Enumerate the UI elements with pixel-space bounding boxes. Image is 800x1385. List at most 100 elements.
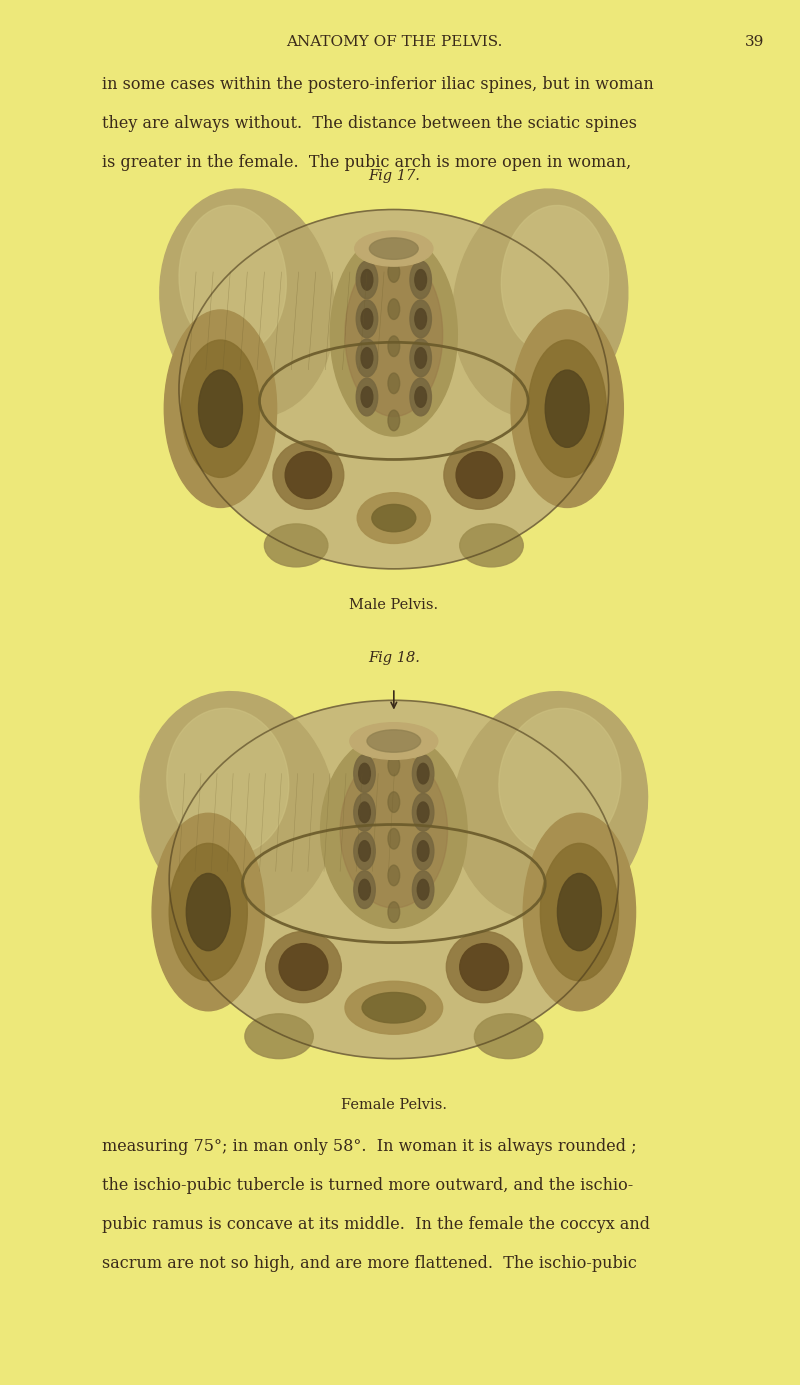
Ellipse shape [456,452,502,499]
Text: ANATOMY OF THE PELVIS.: ANATOMY OF THE PELVIS. [286,35,502,48]
Ellipse shape [370,238,418,259]
Ellipse shape [446,931,522,1003]
Text: Fig 18.: Fig 18. [368,651,420,665]
Ellipse shape [372,504,416,532]
Circle shape [358,763,370,784]
Text: Male Pelvis.: Male Pelvis. [350,598,438,612]
Ellipse shape [362,993,426,1024]
Circle shape [186,874,230,950]
Circle shape [356,339,378,377]
Ellipse shape [460,943,509,990]
Circle shape [361,386,373,407]
Circle shape [198,370,242,447]
Ellipse shape [166,708,289,855]
Ellipse shape [179,205,286,355]
Circle shape [546,370,589,447]
Text: 39: 39 [745,35,764,48]
Circle shape [356,260,378,299]
Circle shape [358,802,370,823]
Circle shape [415,348,426,368]
Circle shape [388,902,400,922]
Text: measuring 75°; in man only 58°.  In woman it is always rounded ;: measuring 75°; in man only 58°. In woman… [102,1138,637,1155]
Circle shape [523,813,635,1011]
Circle shape [410,301,431,338]
Ellipse shape [321,733,467,928]
Ellipse shape [285,452,331,499]
Circle shape [412,794,434,831]
Ellipse shape [140,691,335,921]
Ellipse shape [357,493,430,543]
Circle shape [418,802,429,823]
Text: pubic ramus is concave at its middle.  In the female the coccyx and: pubic ramus is concave at its middle. In… [102,1216,650,1233]
Circle shape [528,341,606,478]
Circle shape [388,337,400,356]
Circle shape [164,310,277,507]
Circle shape [412,832,434,870]
Ellipse shape [266,931,342,1003]
Text: Female Pelvis.: Female Pelvis. [341,1098,447,1112]
Circle shape [418,841,429,861]
Circle shape [361,270,373,289]
Circle shape [412,755,434,792]
Circle shape [354,755,375,792]
Circle shape [412,871,434,909]
Circle shape [361,348,373,368]
Ellipse shape [453,188,628,417]
Circle shape [388,792,400,813]
Circle shape [388,373,400,393]
Circle shape [540,843,618,981]
Ellipse shape [502,205,609,355]
Circle shape [388,866,400,886]
Ellipse shape [350,723,438,759]
Circle shape [169,843,247,981]
Ellipse shape [444,440,514,510]
Circle shape [354,794,375,831]
Ellipse shape [340,753,447,909]
Circle shape [410,378,431,416]
Ellipse shape [367,730,421,752]
Circle shape [415,270,426,289]
Ellipse shape [474,1014,542,1058]
Circle shape [418,763,429,784]
Text: is greater in the female.  The pubic arch is more open in woman,: is greater in the female. The pubic arch… [102,154,632,170]
Text: the ischio-pubic tubercle is turned more outward, and the ischio-: the ischio-pubic tubercle is turned more… [102,1177,634,1194]
Ellipse shape [460,524,523,566]
Circle shape [558,874,602,950]
Ellipse shape [160,188,335,417]
Circle shape [354,832,375,870]
Circle shape [361,309,373,330]
Circle shape [410,339,431,377]
Circle shape [511,310,623,507]
Ellipse shape [330,233,458,436]
Ellipse shape [354,231,433,266]
Circle shape [388,299,400,320]
Circle shape [356,378,378,416]
Circle shape [358,841,370,861]
Circle shape [415,386,426,407]
Ellipse shape [245,1014,314,1058]
Circle shape [418,879,429,900]
Ellipse shape [265,524,328,566]
Ellipse shape [279,943,328,990]
Text: in some cases within the postero-inferior iliac spines, but in woman: in some cases within the postero-inferio… [102,76,654,93]
Circle shape [410,260,431,299]
Circle shape [388,755,400,776]
Ellipse shape [345,981,442,1035]
Ellipse shape [169,701,618,1058]
Circle shape [388,262,400,283]
Ellipse shape [273,440,344,510]
Text: they are always without.  The distance between the sciatic spines: they are always without. The distance be… [102,115,638,132]
Circle shape [358,879,370,900]
Circle shape [388,410,400,431]
Circle shape [354,871,375,909]
Ellipse shape [499,708,621,855]
Circle shape [152,813,265,1011]
Ellipse shape [453,691,647,921]
Ellipse shape [345,252,442,417]
Circle shape [182,341,259,478]
Ellipse shape [179,209,609,569]
Circle shape [356,301,378,338]
Text: sacrum are not so high, and are more flattened.  The ischio-pubic: sacrum are not so high, and are more fla… [102,1255,638,1271]
Text: Fig 17.: Fig 17. [368,169,420,183]
Circle shape [415,309,426,330]
